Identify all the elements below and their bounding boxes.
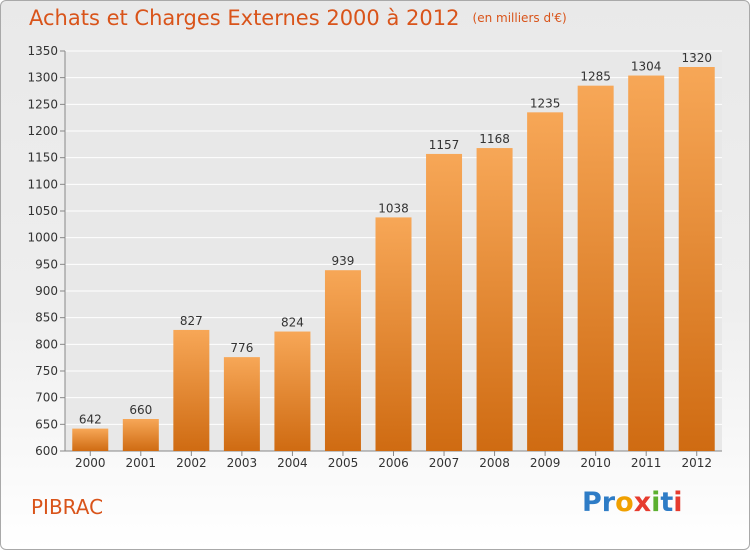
bar-value-label: 1320	[681, 51, 712, 65]
x-tick-label: 2012	[681, 456, 712, 470]
x-tick-label: 2003	[227, 456, 258, 470]
y-tick-label: 1300	[27, 71, 58, 85]
chart-title: Achats et Charges Externes 2000 à 2012	[29, 6, 460, 30]
logo-letter: t	[660, 487, 674, 518]
bar-value-label: 660	[129, 403, 152, 417]
bar	[173, 329, 210, 451]
bar-value-label: 939	[332, 254, 355, 268]
logo-letter: i	[673, 487, 683, 518]
plot-area: 600 650 700 750 800 850 900 950 1000 1050 1100 1150…	[27, 44, 722, 470]
bar	[324, 270, 361, 451]
bar	[527, 112, 564, 451]
x-tick-label: 2009	[530, 456, 561, 470]
x-tick-label: 2010	[580, 456, 611, 470]
y-tick-label: 650	[35, 417, 58, 431]
x-tick-label: 2002	[176, 456, 207, 470]
bar	[577, 85, 614, 452]
logo-letter: o	[615, 487, 634, 518]
logo-letter: P	[582, 487, 602, 518]
bar-value-label: 1304	[631, 60, 662, 74]
y-tick-label: 1200	[27, 124, 58, 138]
y-tick-label: 950	[35, 257, 58, 271]
bar-value-label: 642	[79, 413, 102, 427]
y-tick-label: 700	[35, 391, 58, 405]
x-tick-label: 2007	[429, 456, 460, 470]
y-tick-label: 1100	[27, 177, 58, 191]
x-tick-label: 2000	[75, 456, 106, 470]
y-tick-label: 1150	[27, 151, 58, 165]
bar	[628, 75, 665, 452]
logo-letter: i	[651, 487, 661, 518]
bar-value-label: 1235	[530, 96, 561, 110]
bar-value-label: 1168	[479, 132, 510, 146]
bar-value-label: 1285	[580, 70, 611, 84]
bar	[426, 153, 463, 451]
bar-value-label: 827	[180, 314, 203, 328]
x-tick-label: 2006	[378, 456, 409, 470]
y-tick-label: 900	[35, 284, 58, 298]
y-tick-label: 800	[35, 337, 58, 351]
bar-value-label: 1157	[429, 138, 460, 152]
x-tick-label: 2001	[126, 456, 157, 470]
logo-letter: x	[633, 487, 652, 518]
bar	[223, 357, 260, 451]
x-tick-label: 2004	[277, 456, 308, 470]
bar-value-label: 776	[230, 341, 253, 355]
x-tick-label: 2011	[631, 456, 662, 470]
commune-name: PIBRAC	[31, 495, 104, 519]
y-tick-label: 1050	[27, 204, 58, 218]
logo-letter: r	[601, 487, 616, 518]
bar	[375, 217, 412, 451]
x-tick-label: 2005	[328, 456, 359, 470]
bar	[122, 419, 159, 451]
x-tick-label: 2008	[479, 456, 510, 470]
y-tick-label: 1350	[27, 44, 58, 58]
bar	[72, 428, 109, 451]
y-tick-label: 600	[35, 444, 58, 458]
y-tick-label: 1250	[27, 97, 58, 111]
bar-value-label: 1038	[378, 201, 409, 215]
y-tick-label: 1000	[27, 231, 58, 245]
y-tick-label: 750	[35, 364, 58, 378]
chart-title-block: Achats et Charges Externes 2000 à 2012 (…	[29, 6, 567, 30]
bar	[678, 67, 715, 451]
bar	[274, 331, 311, 451]
chart-subtitle: (en milliers d'€)	[472, 11, 567, 25]
y-tick-label: 850	[35, 311, 58, 325]
proxiti-logo: Proxiti	[582, 487, 683, 518]
bar-value-label: 824	[281, 316, 304, 330]
bar	[476, 148, 513, 452]
